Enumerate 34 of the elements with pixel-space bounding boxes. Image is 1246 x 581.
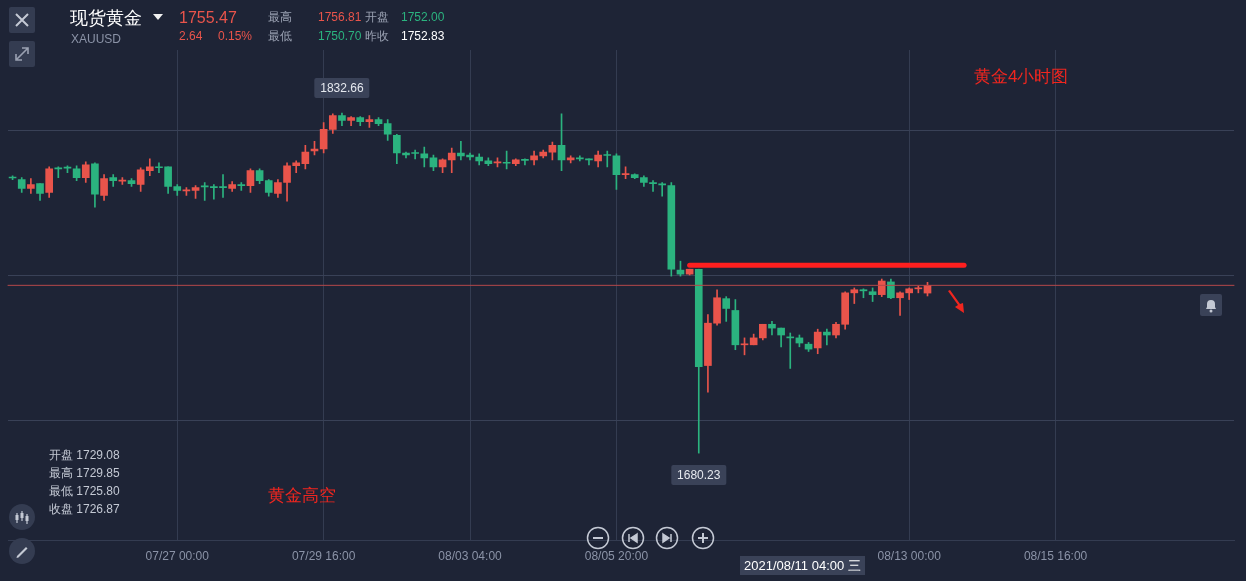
annotation: 黄金4小时图	[974, 66, 1069, 87]
text: 最高	[268, 9, 292, 25]
annotation: 1680.23	[671, 465, 727, 486]
candlestick	[896, 291, 904, 316]
text: 开盘	[365, 9, 389, 25]
text: 1752.83	[401, 28, 445, 44]
text: 1750.70	[318, 28, 362, 44]
candlestick	[54, 166, 63, 178]
text: 最低	[268, 28, 292, 44]
x-tick-label: 08/13 00:00	[877, 549, 942, 564]
text: 2.64	[179, 28, 203, 44]
text: 1756.81	[318, 9, 362, 25]
text: 0.15%	[218, 28, 253, 44]
chart-subtitle: XAUUSD	[71, 31, 122, 47]
x-tick-label: 07/27 00:00	[145, 549, 210, 564]
annotation: 1832.66	[314, 78, 370, 99]
candlestick	[603, 150, 612, 168]
annotation: 黄金高空	[268, 485, 336, 506]
x-tick-label: 08/05 20:00	[584, 549, 649, 564]
text: 2021/08/11 04:00 三	[740, 556, 865, 575]
x-tick-label: 07/29 16:00	[291, 549, 356, 564]
text: 1755.47	[179, 8, 237, 28]
annotation: 最低 1725.80	[49, 483, 120, 499]
chart-title: 现货黄金	[70, 7, 142, 29]
candlestick	[145, 158, 154, 177]
x-tick-label: 08/03 04:00	[438, 549, 503, 564]
annotation: 开盘 1729.08	[49, 447, 120, 463]
annotation: 收盘 1726.87	[49, 501, 120, 517]
text: 昨收	[365, 28, 389, 44]
candlestick	[237, 182, 246, 191]
candlestick	[521, 158, 529, 166]
text: 1752.00	[401, 9, 445, 25]
annotation: 最高 1729.85	[49, 465, 120, 481]
x-tick-label: 08/15 16:00	[1023, 549, 1088, 564]
